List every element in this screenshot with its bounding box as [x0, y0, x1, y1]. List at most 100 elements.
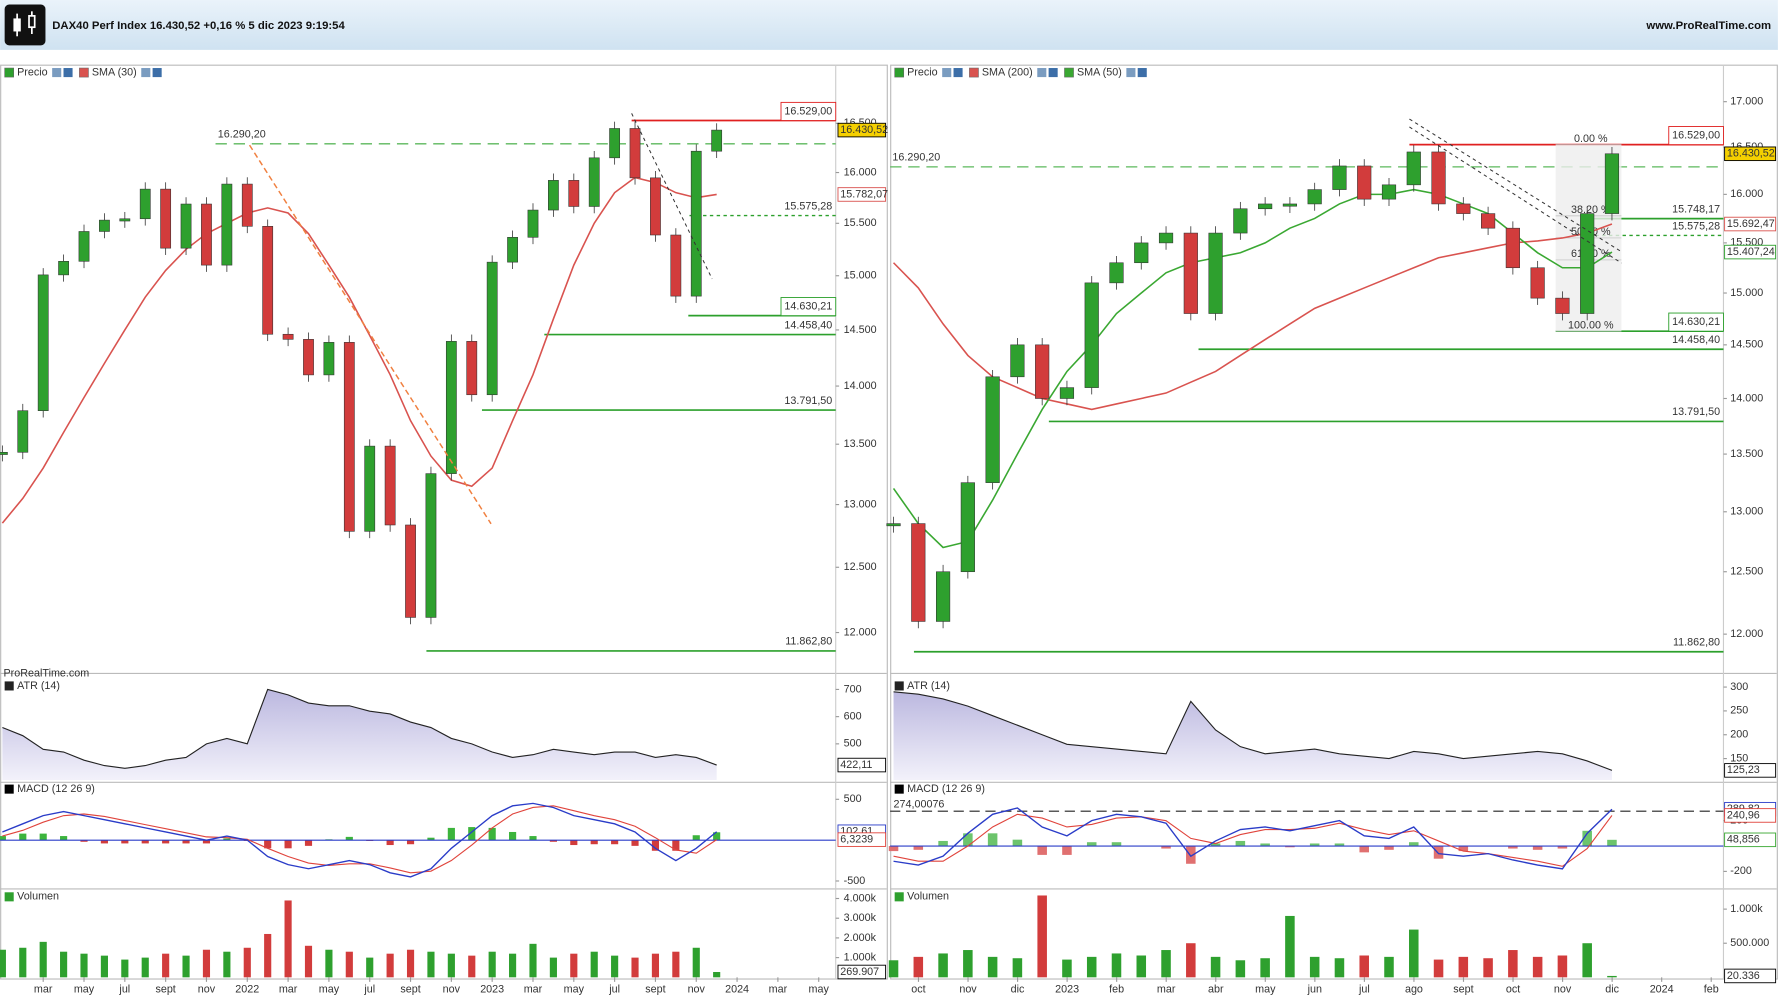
candle: [985, 376, 1000, 483]
y-tick-label: 14.000: [844, 380, 877, 392]
price-level-label: 16.290,20: [892, 152, 940, 164]
legend-label[interactable]: ATR (14): [907, 680, 950, 692]
legend-add-icon[interactable]: [63, 68, 73, 78]
legend-label[interactable]: Volumen: [907, 891, 949, 903]
axis-tag: [837, 187, 887, 202]
macd-histogram-bar: [1409, 842, 1419, 847]
macd-histogram-bar: [80, 840, 88, 842]
axis-tag-label: 48,856: [1727, 834, 1760, 846]
axis-tag-label: 20.336: [1727, 970, 1760, 982]
x-tick-label: may: [74, 984, 95, 996]
macd-histogram-bar: [1334, 843, 1345, 847]
macd-histogram-bar: [386, 840, 394, 846]
volume-bar: [1483, 958, 1493, 978]
volume-bar: [366, 957, 374, 978]
macd-histogram-bar: [713, 832, 721, 841]
macd-histogram-bar: [1037, 846, 1047, 855]
legend-label[interactable]: MACD (12 26 9): [17, 783, 95, 795]
legend-add-icon[interactable]: [1048, 68, 1058, 78]
left-frame: [0, 64, 888, 980]
macd-histogram-bar: [19, 833, 27, 841]
legend-label[interactable]: SMA (30): [92, 66, 137, 78]
macd-histogram-bar: [284, 840, 292, 849]
macd-histogram-bar: [100, 840, 108, 844]
legend-label[interactable]: MACD (12 26 9): [907, 783, 985, 795]
legend-settings-icon[interactable]: [141, 68, 151, 78]
legend-swatch: [969, 67, 979, 78]
header-site[interactable]: www.ProRealTime.com: [1645, 20, 1771, 32]
volume-bar: [509, 953, 517, 978]
legend-add-icon[interactable]: [152, 68, 162, 78]
volume-bar: [913, 956, 924, 978]
y-tick-label: 13.000: [1730, 506, 1763, 518]
macd-histogram-bar: [1433, 846, 1444, 859]
macd-histogram-bar: [1359, 846, 1369, 853]
candle: [548, 180, 559, 211]
x-tick-label: feb: [1704, 984, 1719, 996]
volume-bar: [1161, 950, 1171, 978]
legend-settings-icon[interactable]: [52, 68, 62, 78]
volume-bar: [888, 960, 899, 978]
axis-tag: [1724, 808, 1777, 823]
axis-tag: [1724, 832, 1777, 848]
macd-histogram-bar: [1384, 846, 1394, 850]
legend-swatch: [1064, 67, 1074, 78]
legend-swatch: [4, 67, 14, 78]
legend-settings-icon[interactable]: [1037, 68, 1047, 78]
volume-bar: [100, 955, 108, 978]
macd-histogram-bar: [182, 840, 190, 844]
logo[interactable]: [4, 4, 46, 46]
macd-histogram-bar: [651, 840, 660, 851]
candle: [119, 218, 131, 222]
x-tick-label: sept: [400, 984, 420, 996]
x-tick-label: 2024: [725, 984, 749, 996]
axis-tag: [837, 757, 887, 773]
x-tick-label: abr: [1208, 984, 1224, 996]
legend-label[interactable]: SMA (50): [1077, 66, 1122, 78]
macd-histogram-bar: [1557, 846, 1568, 849]
volume-bar: [121, 959, 129, 978]
x-tick-label: mar: [279, 984, 298, 996]
volume-bar: [1607, 975, 1617, 978]
fib-label: 38.20 %: [1571, 204, 1611, 216]
candle: [1109, 262, 1124, 284]
volume-bar: [243, 947, 251, 978]
axis-tag-label: 16.430,52: [1727, 148, 1775, 160]
candle: [241, 183, 253, 227]
legend-label[interactable]: Precio: [907, 66, 938, 78]
candle: [711, 129, 723, 152]
price-level-label: 15.748,17: [1672, 203, 1720, 215]
macd-histogram-bar: [1210, 843, 1221, 847]
y-tick-label: 16.000: [1730, 188, 1763, 200]
candle: [201, 203, 212, 266]
legend-add-icon[interactable]: [953, 68, 963, 78]
axis-tag: [837, 122, 887, 138]
volume-bar: [447, 953, 455, 978]
legend-label[interactable]: ATR (14): [17, 680, 60, 692]
candle: [425, 473, 437, 618]
candle: [609, 128, 621, 159]
macd-histogram-bar: [427, 837, 435, 841]
header-bar: [0, 0, 1778, 50]
y-tick-label: 1.000k: [844, 951, 877, 963]
price-level-label: 14.630,21: [784, 300, 832, 312]
axis-tag-label: 6,3239: [840, 833, 873, 845]
volume-bar: [1111, 953, 1122, 978]
x-tick-label: sept: [645, 984, 665, 996]
legend-label[interactable]: Volumen: [17, 891, 59, 903]
macd-histogram-bar: [1161, 846, 1171, 849]
y-tick-label: 13.000: [844, 498, 877, 510]
macd-histogram-bar: [1235, 840, 1246, 847]
x-tick-label: 2024: [1650, 984, 1674, 996]
volume-bar: [651, 953, 660, 978]
legend-settings-icon[interactable]: [942, 68, 952, 78]
legend-add-icon[interactable]: [1137, 68, 1147, 78]
legend-label[interactable]: SMA (200): [982, 66, 1033, 78]
y-tick-label: 12.000: [844, 626, 877, 638]
candle: [527, 209, 539, 238]
legend-settings-icon[interactable]: [1126, 68, 1136, 78]
legend-label[interactable]: Precio: [17, 66, 48, 78]
axis-tag-label: 15.782,07: [840, 188, 888, 200]
macd-histogram-bar: [1062, 846, 1072, 855]
candle: [911, 523, 926, 622]
